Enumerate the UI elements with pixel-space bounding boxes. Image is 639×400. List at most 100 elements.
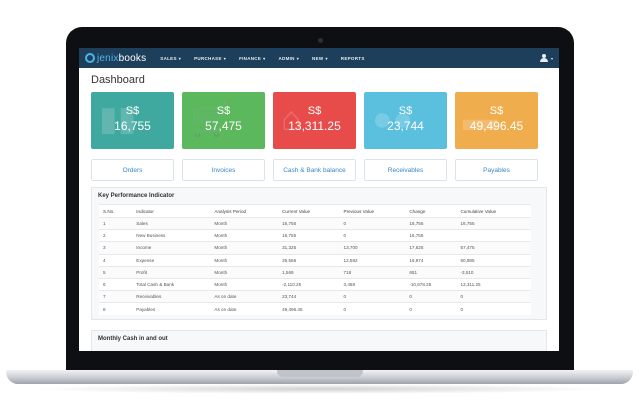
stat-currency: S$ [398,105,413,117]
table-cell: 0 [456,290,531,303]
table-cell: 31,325 [278,241,340,255]
monthly-cash-title: Monthly Cash in and out [98,336,168,342]
stat-tile-orders[interactable]: ▮▮ S$ 16,755 [91,92,174,149]
table-row: 5 Profit Month 1,569 718 651 -3,510 [99,265,531,279]
table-row: 4 Expense Month 29,566 12,582 16,974 60,985 [99,253,531,267]
table-cell: 0 [339,216,406,230]
menu-new[interactable]: NEW ▾ [312,55,328,61]
table-cell: 23,744 [278,290,340,303]
table-cell: 60,985 [456,253,531,267]
kpi-table: S.No. Indicator Analysis Period Current … [99,204,531,315]
logo-text: jenixbooks [97,52,147,64]
kpi-title: Key Performance Indicator [98,193,175,199]
top-nav: jenixbooks SALES ▾ PURCHASE ▾ FINANCE ▾ ADM… [79,48,559,68]
laptop-notch [277,370,363,377]
table-cell: 16,755 [278,229,340,242]
user-menu[interactable]: ▾ [539,54,553,62]
stat-tile-invoices[interactable]: 🛒 S$ 57,475 [182,92,265,149]
table-cell: 17,625 [405,241,457,255]
chevron-down-icon: ▾ [296,55,300,61]
table-cell: 16,974 [405,253,457,267]
link-cards: Orders Invoices Cash & Bank balance Rece… [91,159,547,181]
column-header: Change [405,204,457,218]
users-icon: ●● [372,100,414,138]
payables-link[interactable]: Payables [455,159,538,181]
table-cell: -10,678.25 [405,277,457,291]
table-cell: 3,468 [339,277,406,291]
stat-amount: 13,311.25 [288,119,341,133]
stat-currency: S$ [216,105,231,117]
table-cell: 49,496.45 [278,302,340,315]
logo[interactable]: jenixbooks [85,53,146,64]
table-cell: 12,582 [339,253,406,267]
table-cell: 2 [99,229,133,242]
stat-amount: 57,475 [205,119,242,133]
table-cell: Profit [132,265,211,279]
table-cell: Sales [132,216,211,230]
stat-amount: 49,496.45 [469,119,524,133]
logo-icon [85,53,95,63]
stat-currency: S$ [307,105,322,117]
camera-icon [318,38,323,43]
menu-purchase[interactable]: PURCHASE ▾ [194,55,227,61]
table-cell: 0 [339,290,406,303]
table-row: 8 Payables As on date 49,496.45 0 0 0 [99,302,531,315]
table-cell: Payables [132,302,211,315]
table-cell: Month [210,277,279,291]
laptop-base [6,370,633,384]
table-cell: Receivables [132,290,211,303]
menu-reports[interactable]: REPORTS [340,55,365,61]
table-cell: 29,566 [278,253,340,267]
table-cell: Month [210,229,279,242]
table-cell: 651 [405,265,457,279]
table-cell: 6 [99,277,133,291]
table-cell: 0 [456,302,531,315]
table-cell: 16,755 [405,229,457,242]
table-cell: 16,755 [405,216,457,230]
table-cell: 0 [339,302,406,315]
column-header: S.No. [99,204,133,218]
table-cell: Income [132,241,211,255]
cash-bank-balance-link[interactable]: Cash & Bank balance [273,159,356,181]
stat-tile-receivables[interactable]: ●● S$ 23,744 [364,92,447,149]
table-cell: 0 [405,302,457,315]
table-row: 2 New Business Month 16,755 0 16,755 [99,229,531,242]
table-cell: Month [210,216,279,230]
invoices-link[interactable]: Invoices [182,159,265,181]
table-cell: 718 [339,265,406,279]
table-cell: 8 [99,302,133,315]
menu-sales[interactable]: SALES ▾ [160,55,182,61]
main-menu: SALES ▾ PURCHASE ▾ FINANCE ▾ ADMIN ▾ NEW ▾ RE… [160,56,364,61]
table-cell: -3,510 [456,265,531,279]
table-cell: 57,475 [456,241,531,255]
stat-tile-payables[interactable]: ▬ S$ 49,496.45 [455,92,538,149]
stat-currency: S$ [489,105,504,117]
table-row: 1 Sales Month 16,755 0 16,755 16,755 [99,216,531,230]
table-cell: Month [210,253,279,267]
table-cell: 16,755 [456,216,531,230]
table-cell: As on date [210,290,279,303]
bank-icon: ⌂ [281,100,302,138]
stat-amount: 16,755 [114,119,151,133]
table-cell: 1 [99,216,133,230]
menu-finance[interactable]: FINANCE ▾ [239,55,266,61]
screen: jenixbooks SALES ▾ PURCHASE ▾ FINANCE ▾ ADM… [79,48,559,351]
table-row: 7 Receivables As on date 23,744 0 0 0 [99,290,531,303]
table-cell: 0 [339,229,406,242]
table-cell: Total Cash & Bank [132,277,211,291]
stat-tiles: ▮▮ S$ 16,755 🛒 S$ 57,475 ⌂ S$ 13,311.25 … [91,92,547,149]
receivables-link[interactable]: Receivables [364,159,447,181]
column-header: Analysis Period [210,204,279,218]
table-cell: Expense [132,253,211,267]
stat-currency: S$ [125,105,140,117]
chevron-down-icon: ▾ [223,55,227,61]
kpi-panel: Key Performance Indicator S.No. Indicato… [91,187,547,320]
table-cell: As on date [210,302,279,315]
menu-admin[interactable]: ADMIN ▾ [278,55,300,61]
stat-tile-cash-bank[interactable]: ⌂ S$ 13,311.25 [273,92,356,149]
stat-amount: 23,744 [387,119,424,133]
chevron-down-icon: ▾ [550,55,553,61]
monthly-cash-panel: Monthly Cash in and out [91,330,547,351]
table-cell: 1,569 [278,265,340,279]
orders-link[interactable]: Orders [91,159,174,181]
